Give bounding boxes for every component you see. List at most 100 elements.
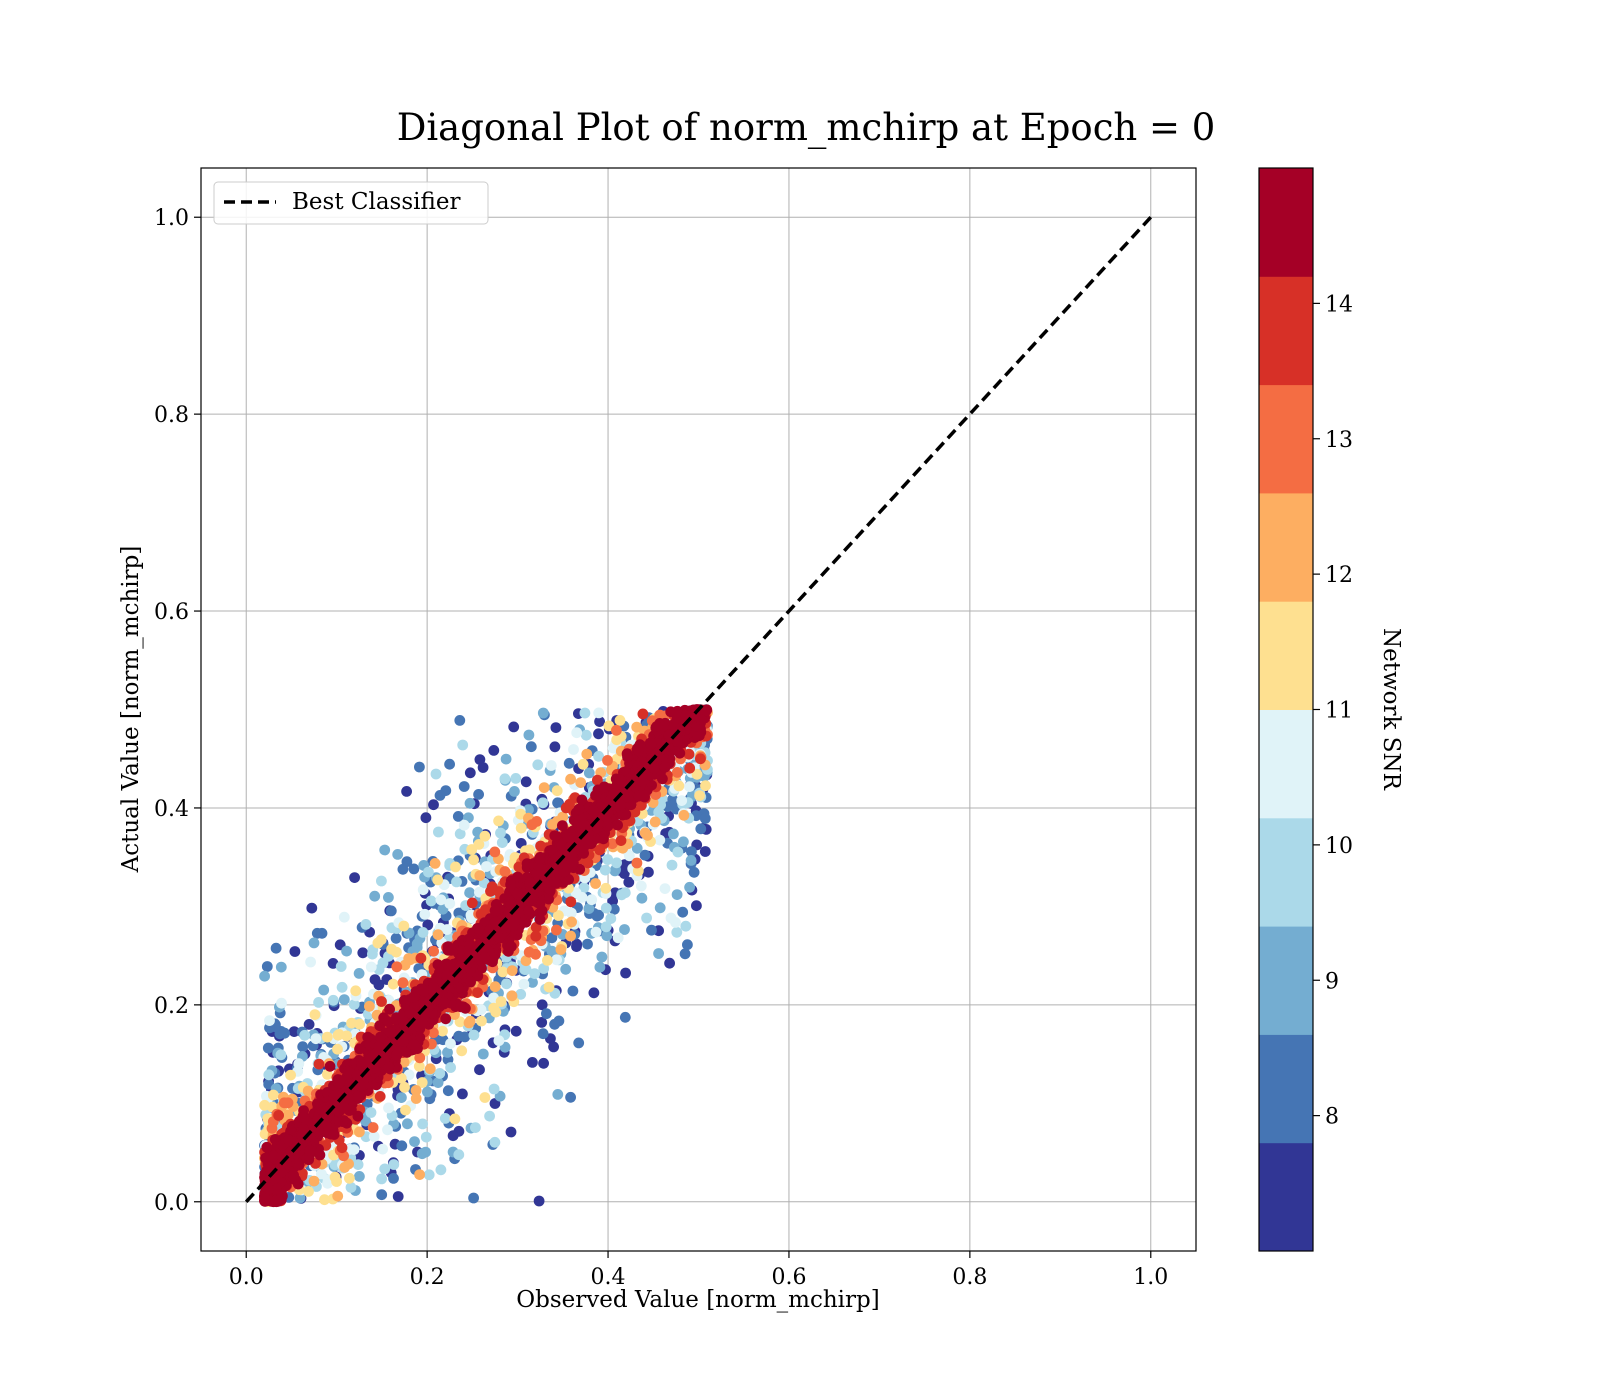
- scatter-points: [259, 704, 713, 1208]
- data-point: [474, 1064, 485, 1076]
- data-point: [439, 1113, 451, 1124]
- data-point: [294, 1192, 306, 1204]
- data-point: [396, 1140, 408, 1152]
- data-point: [487, 952, 499, 964]
- data-point: [276, 997, 287, 1009]
- data-point: [468, 854, 479, 866]
- data-point: [543, 981, 555, 993]
- data-point: [413, 1060, 425, 1072]
- data-point: [391, 961, 403, 973]
- data-point: [273, 1110, 284, 1121]
- data-point: [479, 1092, 491, 1103]
- data-point: [332, 1190, 344, 1202]
- data-point: [654, 834, 666, 846]
- data-point: [538, 963, 550, 974]
- data-point: [571, 727, 583, 739]
- data-point: [684, 881, 695, 893]
- data-point: [530, 930, 542, 942]
- data-point: [382, 1016, 394, 1028]
- data-point: [506, 990, 518, 1002]
- data-point: [590, 926, 602, 938]
- data-point: [671, 767, 683, 778]
- data-point: [369, 890, 381, 902]
- data-point: [328, 1129, 340, 1140]
- data-point: [599, 864, 611, 876]
- data-point: [582, 857, 594, 869]
- data-point: [299, 1029, 311, 1041]
- data-point: [346, 1017, 357, 1029]
- data-point: [401, 856, 413, 868]
- data-point: [676, 795, 688, 806]
- data-point: [641, 912, 652, 924]
- data-point: [549, 830, 561, 841]
- data-point: [310, 1033, 322, 1045]
- data-point: [575, 777, 587, 788]
- data-point: [401, 786, 412, 797]
- data-point: [546, 945, 558, 957]
- data-point: [422, 1086, 433, 1098]
- data-point: [583, 767, 595, 779]
- data-point: [576, 892, 588, 903]
- data-point: [388, 1173, 399, 1184]
- data-point: [289, 946, 301, 957]
- data-point: [499, 773, 511, 785]
- data-point: [552, 1089, 564, 1100]
- data-point: [484, 1110, 495, 1122]
- data-point: [551, 924, 562, 936]
- data-point: [479, 830, 491, 842]
- data-point: [423, 1169, 435, 1181]
- data-point: [563, 757, 575, 769]
- data-point: [608, 903, 620, 915]
- data-point: [416, 1017, 428, 1029]
- data-point: [619, 1011, 631, 1023]
- data-point: [303, 1019, 315, 1030]
- data-point: [493, 1035, 505, 1047]
- data-point: [376, 875, 387, 887]
- data-point: [465, 976, 476, 988]
- data-point: [495, 996, 507, 1007]
- data-point: [428, 1027, 439, 1039]
- data-point: [416, 1077, 428, 1088]
- data-point: [477, 1048, 489, 1060]
- data-point: [565, 773, 576, 785]
- data-point: [580, 729, 592, 741]
- data-point: [474, 870, 486, 881]
- data-point: [565, 1091, 576, 1103]
- data-point: [680, 920, 692, 932]
- data-point: [567, 985, 579, 997]
- data-point: [560, 963, 572, 975]
- data-point: [423, 866, 434, 878]
- data-point: [402, 1118, 413, 1130]
- data-point: [541, 1008, 552, 1020]
- data-point: [497, 966, 509, 978]
- data-point: [259, 970, 270, 982]
- data-point: [619, 887, 631, 899]
- data-point: [306, 902, 318, 914]
- data-point: [303, 1186, 314, 1197]
- data-point: [473, 789, 484, 800]
- data-point: [434, 1068, 446, 1079]
- data-point: [573, 1037, 585, 1049]
- data-point: [518, 978, 530, 990]
- data-point: [428, 799, 439, 811]
- data-point: [593, 707, 605, 719]
- data-point: [635, 880, 647, 892]
- data-point: [672, 705, 683, 717]
- data-point: [415, 952, 427, 964]
- data-point: [384, 1003, 395, 1015]
- data-point: [494, 1090, 506, 1102]
- data-point: [449, 1113, 461, 1125]
- data-point: [264, 1015, 275, 1026]
- data-point: [398, 1056, 410, 1068]
- data-point: [466, 844, 478, 855]
- data-point: [458, 781, 470, 792]
- data-point: [383, 892, 394, 903]
- data-point: [417, 884, 429, 896]
- data-point: [515, 822, 527, 834]
- data-point: [444, 932, 455, 944]
- data-point: [464, 887, 475, 899]
- data-point: [376, 1173, 387, 1185]
- data-point: [505, 879, 516, 890]
- data-point: [600, 882, 612, 894]
- data-point: [270, 1183, 282, 1195]
